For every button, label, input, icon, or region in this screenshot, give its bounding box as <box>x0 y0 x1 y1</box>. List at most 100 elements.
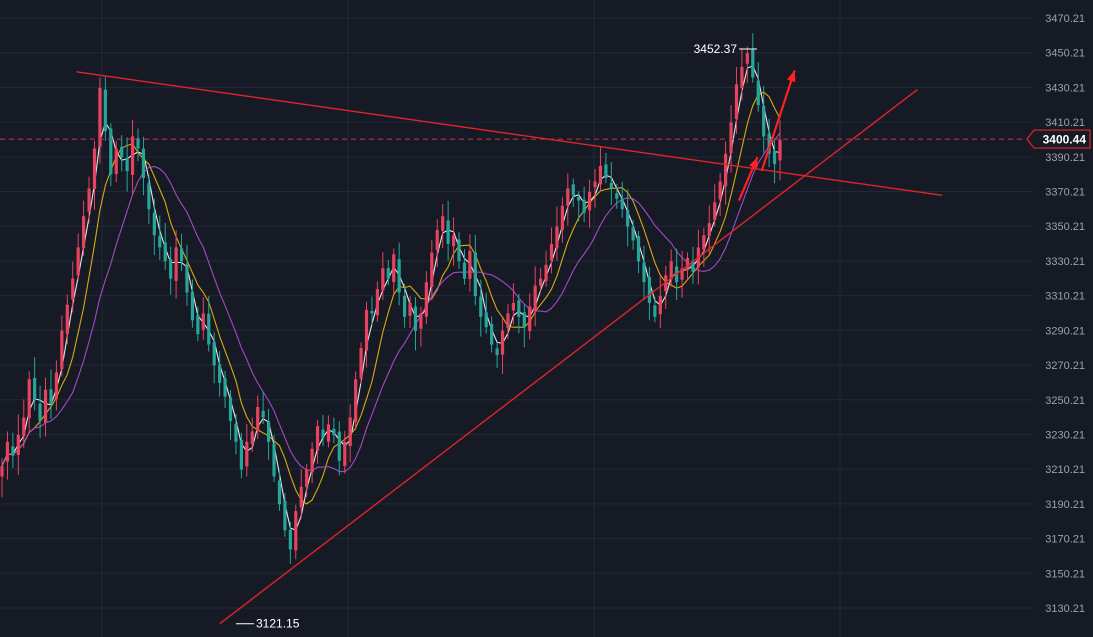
support-trendline <box>219 88 918 625</box>
candle <box>288 521 292 564</box>
candle <box>201 297 205 340</box>
candle-body <box>174 247 178 281</box>
candle-body <box>685 257 690 271</box>
candle-body <box>375 289 379 316</box>
candle-body <box>490 323 494 345</box>
candle-body <box>582 199 586 213</box>
candle-body <box>218 364 222 383</box>
y-axis[interactable]: 3470.21 3450.21 3430.21 3410.21 3390.21 3370.… <box>1026 13 1091 615</box>
candle-body <box>136 138 140 149</box>
candle-body <box>653 305 657 317</box>
candle-body <box>185 264 189 293</box>
arrow-head <box>786 70 796 83</box>
y-tick-label: 3330.21 <box>1045 256 1085 268</box>
candle <box>620 181 624 218</box>
candle-body <box>734 84 739 120</box>
candle-body <box>5 441 10 462</box>
candle-body <box>555 226 559 249</box>
candle <box>163 222 167 270</box>
candle-body <box>587 191 592 211</box>
candle <box>451 217 456 266</box>
candle <box>16 414 20 475</box>
candle <box>680 250 684 298</box>
candle-body <box>473 252 477 297</box>
candle <box>375 281 379 322</box>
candle <box>604 152 608 184</box>
candle <box>228 390 233 440</box>
y-tick-label: 3230.21 <box>1045 429 1085 441</box>
candle <box>60 315 64 377</box>
candle <box>348 404 352 463</box>
candle-body <box>359 348 363 379</box>
candle <box>0 458 4 498</box>
candle <box>11 432 15 468</box>
y-tick-label: 3270.21 <box>1045 360 1085 372</box>
candle-body <box>544 264 548 282</box>
candle-body <box>604 164 608 179</box>
y-tick-label: 3450.21 <box>1045 48 1085 60</box>
candle-body <box>348 417 352 447</box>
candle-body <box>27 379 31 418</box>
candle-body <box>272 443 276 477</box>
candle <box>577 191 581 222</box>
candle <box>158 215 162 260</box>
high-price-label: 3452.37 <box>694 42 738 56</box>
candle <box>767 118 771 168</box>
candle-body <box>560 205 564 231</box>
candle-body <box>740 66 744 89</box>
candle-body <box>495 348 499 356</box>
candle-body <box>762 105 766 137</box>
candle-body <box>609 182 613 189</box>
candle <box>598 146 603 192</box>
candle-body <box>87 188 91 212</box>
candle <box>762 86 766 153</box>
candle-body <box>158 236 162 248</box>
candle <box>321 415 325 447</box>
candle-body <box>707 223 711 236</box>
candle <box>664 265 668 310</box>
candle-body <box>299 486 303 508</box>
candle <box>500 317 505 374</box>
candle-body <box>479 296 483 317</box>
candle <box>266 408 271 460</box>
candle <box>256 395 260 440</box>
candle <box>446 200 450 261</box>
candle-body <box>713 202 717 220</box>
candle <box>92 141 97 210</box>
candle-body <box>403 295 407 317</box>
candle-body <box>125 158 129 172</box>
candle-body <box>92 148 97 190</box>
candle <box>713 184 717 227</box>
candle <box>174 230 178 299</box>
candle-body <box>500 330 505 355</box>
candle <box>5 431 10 480</box>
candle-body <box>413 306 418 331</box>
candle-body <box>424 282 428 317</box>
candle-body <box>408 302 412 316</box>
candle-body <box>49 389 53 404</box>
candle-body <box>718 181 722 200</box>
candle-body <box>571 184 575 196</box>
candle-body <box>207 313 211 345</box>
candle <box>751 33 755 83</box>
candle-body <box>620 198 624 210</box>
candle-body <box>626 209 630 227</box>
candle <box>413 297 418 351</box>
candle-body <box>767 133 771 154</box>
candle <box>250 417 254 452</box>
candle <box>212 332 216 384</box>
candle <box>370 296 374 326</box>
y-tick-label: 3430.21 <box>1045 82 1085 94</box>
candle <box>207 296 211 352</box>
candle-body <box>256 407 260 432</box>
candle-body <box>702 235 706 250</box>
candle <box>772 138 777 184</box>
candle-body <box>778 139 782 161</box>
price-annotations: 3452.37 3121.15 <box>236 42 757 631</box>
candle <box>33 357 37 411</box>
candle <box>408 296 412 328</box>
candle-body <box>234 423 238 442</box>
candle-body <box>277 480 282 505</box>
candle-body <box>38 403 42 421</box>
candle-body <box>190 291 195 321</box>
